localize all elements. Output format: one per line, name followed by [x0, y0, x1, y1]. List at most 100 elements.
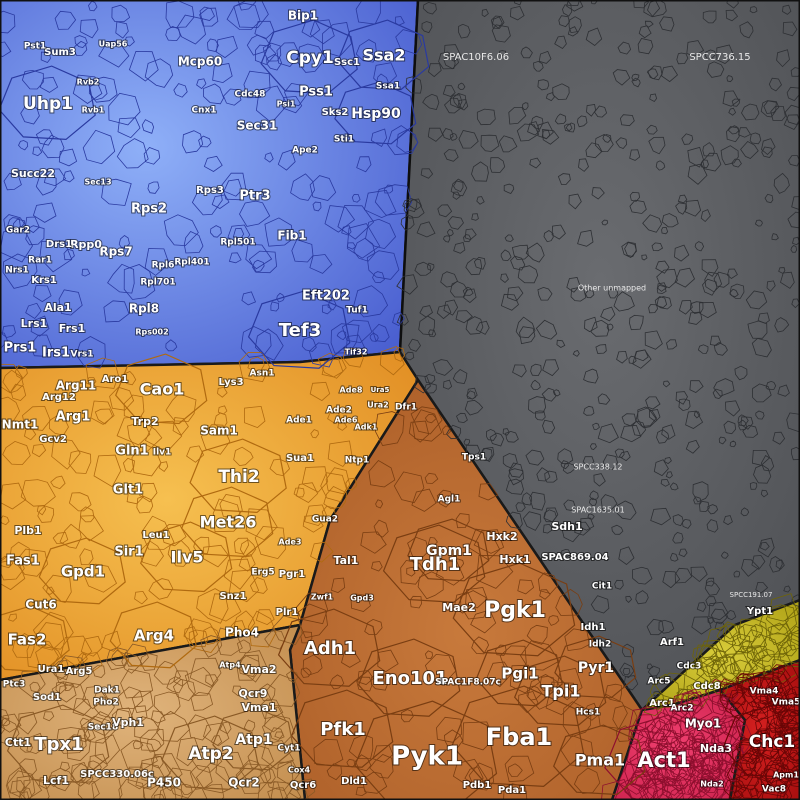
subcell-red [759, 732, 771, 743]
cell-label: Sec13 [84, 178, 111, 187]
subcell-grey [554, 35, 567, 50]
subcell-grey [419, 305, 433, 318]
subcell-brown [443, 729, 464, 751]
subcell-brown [408, 420, 430, 443]
subcell-blue [183, 231, 204, 254]
subcell-pink [656, 728, 679, 753]
subcell-blue [374, 184, 413, 216]
cell-outline [290, 689, 394, 768]
cell-label: Fas1 [6, 554, 40, 569]
subcell-tan [232, 685, 244, 697]
subcell-grey [463, 234, 472, 243]
cell-label: Pho2 [93, 698, 118, 708]
cell-label: Cdc3 [677, 662, 702, 672]
subcell-grey [678, 398, 691, 412]
subcell-grey [674, 244, 690, 262]
subcell-orange [196, 588, 229, 624]
subcell-grey [751, 337, 772, 358]
subcell-blue [163, 214, 199, 247]
cell-label: Nda3 [700, 742, 732, 755]
subcell-grey [749, 6, 758, 14]
subcell-blue [312, 201, 322, 212]
subcell-grey [464, 228, 477, 240]
subcell-pink [668, 759, 679, 771]
subcell-grey [572, 350, 580, 357]
cell-label: Ala1 [44, 301, 71, 314]
subcell-red [764, 759, 787, 779]
cell-label: Vma2 [241, 663, 276, 676]
subcell-blue [123, 264, 156, 300]
cell-label: Rpl401 [174, 258, 209, 268]
cell-label: Ilv1 [153, 448, 172, 458]
subcell-grey [570, 287, 587, 302]
subcell-grey [504, 234, 514, 242]
subcell-grey [584, 316, 598, 333]
subcell-grey [761, 138, 776, 156]
subcell-grey [631, 77, 641, 88]
cell-outline [0, 605, 70, 673]
subcell-orange [209, 593, 242, 622]
subcell-orange [109, 386, 135, 411]
subcell-tan [54, 667, 68, 681]
subcell-grey [533, 60, 544, 72]
subcell-olive [729, 659, 755, 681]
subcell-olive [705, 656, 742, 688]
subcell-grey [713, 378, 735, 397]
subcell-grey [443, 149, 459, 162]
subcell-grey [621, 643, 635, 658]
subcell-tan [267, 787, 289, 800]
cell-outline [604, 714, 722, 800]
subcell-grey [774, 317, 790, 333]
subcell-grey [552, 83, 570, 101]
subcell-grey [647, 0, 667, 18]
subcell-pink [717, 760, 728, 771]
subcell-blue [353, 285, 389, 318]
subcell-grey [782, 4, 792, 15]
subcell-grey [428, 329, 437, 338]
subcell-brown [476, 554, 514, 589]
subcell-grey [505, 430, 519, 443]
subcell-tan [189, 657, 222, 688]
subcell-blue [182, 130, 204, 154]
subcell-brown [360, 531, 387, 554]
subcell-blue [62, 170, 75, 183]
subcell-blue [39, 76, 59, 93]
subcell-grey [690, 301, 704, 315]
cell-label: Other unmapped [578, 284, 646, 293]
subcell-tan [195, 762, 234, 794]
subcell-brown [465, 587, 488, 609]
subcell-blue [3, 172, 22, 191]
subcell-grey [701, 259, 719, 277]
subcell-blue [366, 250, 400, 280]
subcell-grey [588, 497, 598, 506]
subcell-brown [300, 631, 313, 644]
subcell-grey [505, 478, 524, 495]
subcell-tan [19, 670, 46, 699]
subcell-grey [674, 267, 695, 288]
cell-label: Lcf1 [43, 774, 69, 787]
subcell-orange [79, 548, 94, 566]
cell-outline [277, 608, 381, 687]
cell-label: Pgr1 [279, 569, 305, 580]
subcell-olive [692, 645, 718, 669]
subcell-orange [217, 386, 228, 398]
subcell-grey [614, 448, 625, 458]
subcell-tan [264, 706, 287, 733]
subcell-blue [103, 300, 130, 323]
subcell-brown [375, 499, 384, 509]
subcell-brown [412, 409, 443, 442]
subcell-blue [266, 53, 283, 71]
cell-label: Arg11 [56, 379, 97, 393]
cell-label: Glt1 [113, 483, 143, 498]
cell-label: Arc5 [647, 677, 670, 687]
subcell-blue [211, 194, 230, 209]
subcell-blue [118, 234, 130, 248]
cell-outline [6, 704, 110, 783]
subcell-grey [739, 21, 754, 39]
subcell-blue [165, 339, 178, 352]
subcell-grey [629, 314, 644, 331]
subcell-grey [508, 468, 524, 486]
subcell-grey [480, 447, 495, 463]
subcell-olive [700, 657, 720, 678]
cell-label: Ade1 [286, 416, 312, 426]
